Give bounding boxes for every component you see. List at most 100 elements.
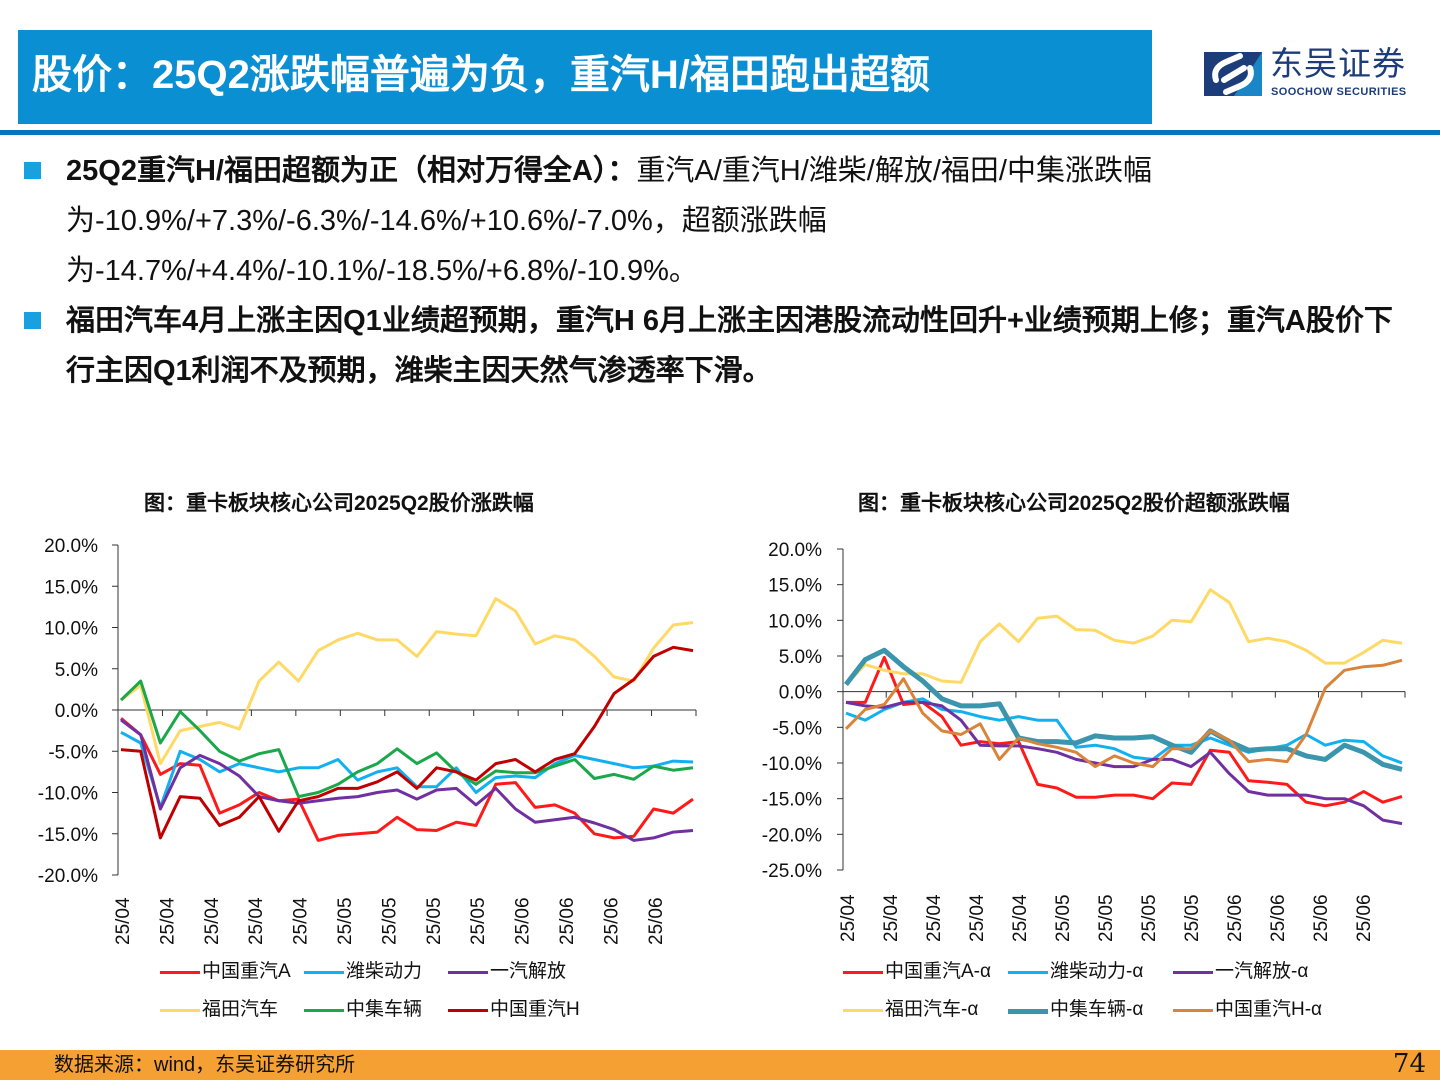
series-line-5 (844, 658, 1403, 769)
legend-label: 潍柴动力 (346, 961, 423, 982)
y-tick-label: -20.0% (38, 866, 98, 887)
x-tick-label: 25/05 (1139, 894, 1160, 942)
x-tick-label: 25/05 (379, 897, 400, 945)
y-tick-label: 0.0% (55, 701, 98, 722)
x-tick-label: 25/04 (1010, 894, 1031, 942)
x-tick-label: 25/05 (1096, 894, 1117, 942)
legend-label: 中集车辆-α (1050, 999, 1144, 1020)
x-tick-label: 25/06 (1354, 894, 1375, 942)
legend-swatch (160, 1009, 200, 1012)
logo-text-en: SOOCHOW SECURITIES (1271, 86, 1407, 98)
logo-text-cn: 东吴证券 (1270, 45, 1406, 82)
x-tick-label: 25/06 (601, 897, 622, 945)
series-line-1 (120, 730, 694, 809)
y-tick-label: -15.0% (762, 790, 822, 811)
bullet-bold-text: 福田汽车4月上涨主因Q1业绩超预期，重汽H 6月上涨主因港股流动性回升+业绩预期… (66, 305, 1393, 387)
footer-bar: 数据来源：wind，东吴证券研究所 74 (0, 1049, 1440, 1080)
y-tick-label: -5.0% (772, 718, 822, 739)
legend-swatch (843, 971, 883, 974)
legend-label: 福田汽车-α (885, 999, 979, 1020)
legend-swatch (1173, 1009, 1213, 1012)
x-tick-label: 25/04 (202, 897, 223, 945)
x-tick-label: 25/06 (1225, 894, 1246, 942)
bullet-list: 25Q2重汽H/福田超额为正（相对万得全A）：重汽A/重汽H/潍柴/解放/福田/… (0, 146, 1440, 396)
x-tick-label: 25/06 (557, 897, 578, 945)
y-tick-label: 10.0% (768, 611, 822, 632)
series-line-4 (844, 647, 1403, 772)
bullet-item: 福田汽车4月上涨主因Q1业绩超预期，重汽H 6月上涨主因港股流动性回升+业绩预期… (0, 296, 1440, 396)
x-tick-label: 25/06 (513, 897, 534, 945)
series-line-5 (120, 645, 694, 840)
legend-label: 中国重汽H (490, 999, 580, 1020)
legend-swatch (448, 1009, 488, 1012)
company-logo: 东吴证券 SOOCHOW SECURITIES (1204, 46, 1434, 102)
x-tick-label: 25/05 (1182, 894, 1203, 942)
legend-swatch (304, 971, 344, 974)
y-tick-label: 20.0% (768, 540, 822, 561)
title-bar: 股价：25Q2涨跌幅普遍为负，重汽H/福田跑出超额 (18, 30, 1152, 124)
x-tick-label: 25/04 (881, 894, 902, 942)
series-line-2 (120, 718, 694, 842)
legend-label: 一汽解放-α (1215, 961, 1309, 982)
series-line-3 (120, 597, 694, 766)
legend-swatch (1008, 1009, 1048, 1014)
legend-label: 潍柴动力-α (1050, 961, 1144, 982)
y-tick-label: 10.0% (44, 619, 98, 640)
page-number: 74 (1392, 1049, 1426, 1079)
legend-label: 中国重汽A (202, 961, 291, 982)
x-tick-label: 25/04 (157, 897, 178, 945)
legend-label: 中国重汽H-α (1215, 999, 1323, 1020)
legend-swatch (843, 1009, 883, 1012)
chart-0: 20.0% 15.0% 10.0% 5.0% 0.0% -5.0% -10.0% -15.0%… (38, 536, 697, 945)
legend-swatch (160, 971, 200, 974)
legend-label: 福田汽车 (202, 999, 279, 1020)
y-tick-label: 15.0% (768, 576, 822, 597)
x-tick-label: 25/04 (113, 897, 134, 945)
x-tick-label: 25/04 (967, 894, 988, 942)
series-line-2 (845, 700, 1403, 826)
series-line-3 (844, 588, 1403, 686)
legend-label: 中集车辆 (346, 999, 423, 1020)
header-divider (0, 130, 1440, 135)
x-tick-label: 25/04 (924, 894, 945, 942)
x-tick-label: 25/06 (646, 897, 667, 945)
bullet-text: 重汽A/重汽H/潍柴/解放/福田/中集涨跌幅为-10.9%/+7.3%/-6.3… (66, 155, 1152, 287)
bullet-item: 25Q2重汽H/福田超额为正（相对万得全A）：重汽A/重汽H/潍柴/解放/福田/… (0, 146, 1440, 296)
x-tick-label: 25/04 (838, 894, 859, 942)
legend-label: 一汽解放 (490, 961, 567, 982)
series-line-0 (120, 717, 694, 842)
series-line-0 (846, 655, 1403, 808)
y-tick-label: 5.0% (779, 647, 822, 668)
y-tick-label: -10.0% (762, 754, 822, 775)
y-tick-label: -20.0% (762, 825, 822, 846)
legend-swatch (448, 971, 488, 974)
y-tick-label: -15.0% (38, 825, 98, 846)
page-title: 股价：25Q2涨跌幅普遍为负，重汽H/福田跑出超额 (32, 53, 930, 97)
x-tick-label: 25/04 (291, 897, 312, 945)
legend-label: 中国重汽A-α (885, 961, 991, 982)
series-line-4 (119, 679, 694, 799)
chart-1: 20.0% 15.0% 10.0% 5.0% 0.0% -5.0% -10.0% -15.0%… (762, 540, 1406, 942)
y-tick-label: 0.0% (779, 683, 822, 704)
y-tick-label: -25.0% (762, 861, 822, 882)
data-source: 数据来源：wind，东吴证券研究所 (54, 1054, 356, 1076)
legend-swatch (1008, 971, 1048, 974)
y-tick-label: 15.0% (44, 577, 98, 598)
x-tick-label: 25/06 (1268, 894, 1289, 942)
bullet-bold-text: 25Q2重汽H/福田超额为正（相对万得全A）： (66, 155, 637, 187)
legend-swatch (1173, 971, 1213, 974)
legend-swatch (304, 1009, 344, 1012)
y-tick-label: -5.0% (48, 742, 98, 763)
x-tick-label: 25/05 (468, 897, 489, 945)
y-tick-label: 20.0% (44, 536, 98, 557)
bullet-square-icon (24, 312, 41, 329)
bullet-square-icon (24, 162, 41, 179)
x-tick-label: 25/04 (246, 897, 267, 945)
chart-title-right: 图：重卡板块核心公司2025Q2股价超额涨跌幅 (858, 492, 1290, 515)
series-line-1 (845, 697, 1403, 765)
x-tick-label: 25/05 (335, 897, 356, 945)
y-tick-label: -10.0% (38, 784, 98, 805)
x-tick-label: 25/06 (1311, 894, 1332, 942)
y-tick-label: 5.0% (55, 660, 98, 681)
